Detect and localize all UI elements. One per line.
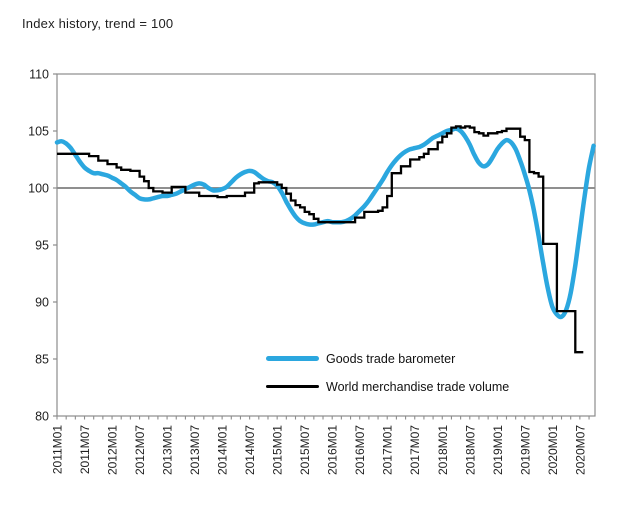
legend-label-barometer: Goods trade barometer	[326, 351, 456, 366]
x-tick-label: 2013M07	[188, 425, 202, 475]
legend-label-volume: World merchandise trade volume	[326, 379, 510, 394]
x-tick-label: 2017M07	[408, 425, 422, 475]
x-tick-label: 2012M01	[106, 425, 120, 475]
y-tick-label: 110	[29, 67, 49, 81]
legend-item-barometer: Goods trade barometer	[266, 349, 509, 368]
y-tick-label: 90	[35, 295, 49, 309]
x-tick-label: 2011M01	[51, 425, 65, 474]
x-tick-label: 2015M01	[271, 425, 285, 475]
volume-line-swatch	[266, 385, 319, 388]
barometer-swatch-line	[266, 356, 319, 361]
series-world-merchandise-trade-volume	[57, 125, 584, 354]
x-tick-label: 2015M07	[298, 425, 312, 475]
barometer-line-swatch	[266, 356, 319, 361]
y-tick-label: 85	[35, 352, 49, 366]
x-tick-label: 2014M01	[216, 425, 230, 475]
y-tick-label: 95	[35, 238, 49, 252]
x-tick-label: 2018M07	[463, 425, 477, 475]
x-tick-label: 2020M01	[546, 425, 560, 475]
x-tick-label: 2017M01	[381, 425, 395, 475]
x-tick-label: 2018M01	[436, 425, 450, 475]
chart-title: Index history, trend = 100	[22, 16, 174, 31]
x-tick-label: 2011M07	[78, 425, 92, 474]
x-tick-label: 2012M07	[133, 425, 147, 475]
x-tick-label: 2016M07	[353, 425, 367, 475]
volume-swatch-line	[266, 385, 319, 388]
legend: Goods trade barometer World merchandise …	[266, 349, 509, 396]
y-tick-label: 80	[35, 409, 49, 423]
x-tick-label: 2020M07	[573, 425, 587, 475]
x-tick-label: 2019M07	[518, 425, 532, 475]
x-tick-label: 2013M01	[161, 425, 175, 475]
y-tick-label: 105	[28, 124, 49, 138]
y-tick-label: 100	[28, 181, 49, 195]
x-tick-label: 2016M01	[326, 425, 340, 475]
x-tick-label: 2014M07	[243, 425, 257, 475]
legend-item-volume: World merchandise trade volume	[266, 377, 509, 396]
x-tick-label: 2019M01	[491, 425, 505, 475]
